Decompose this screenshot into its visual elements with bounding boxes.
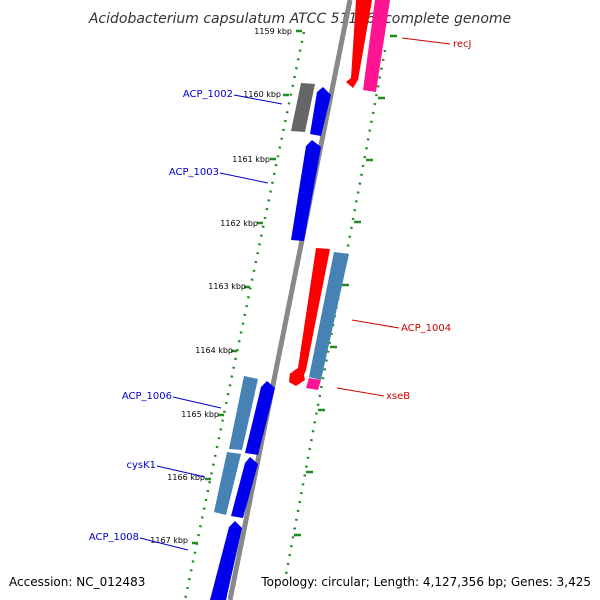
- gene-ACP_1004-box[interactable]: [309, 252, 349, 380]
- map-title: Acidobacterium capsulatum ATCC 51196, co…: [88, 11, 511, 27]
- gene-recJ-partner-arrow[interactable]: [363, 0, 390, 92]
- gene-label-cysK1[interactable]: cysK1: [126, 460, 156, 471]
- gene-label-ACP_1006[interactable]: ACP_1006: [122, 391, 172, 402]
- gene-xseB-arrow[interactable]: [289, 371, 305, 386]
- tick-label: 1162 kbp: [220, 219, 258, 228]
- tick-label: 1163 kbp: [208, 282, 246, 291]
- label-connectors: [139, 37, 451, 551]
- gene-ACP_1004-arrow[interactable]: [292, 248, 330, 380]
- tick-label: 1160 kbp: [243, 90, 281, 99]
- genome-backbone: [227, 0, 353, 600]
- tick-label: 1167 kbp: [150, 536, 188, 545]
- gene-ACP_1002-arrow[interactable]: [310, 87, 331, 136]
- genome-summary-text: Topology: circular; Length: 4,127,356 bp…: [260, 575, 591, 589]
- gene-label-xseB[interactable]: xseB: [386, 391, 410, 402]
- gene-label-recJ[interactable]: recJ: [453, 39, 472, 50]
- gene-ACP_1008-arrow[interactable]: [210, 521, 242, 600]
- tick-label: 1159 kbp: [254, 27, 292, 36]
- gene-recJ-arrow[interactable]: [346, 0, 372, 88]
- gene-ACP_1006-box[interactable]: [229, 376, 258, 450]
- gene-ACP_1006-arrow[interactable]: [245, 381, 275, 455]
- tick-label: 1165 kbp: [181, 410, 219, 419]
- gene-label-ACP_1002[interactable]: ACP_1002: [183, 89, 233, 100]
- forward-features: [210, 83, 331, 600]
- gene-labels: recJ ACP_1002 ACP_1003 ACP_1004 xseB ACP…: [89, 39, 472, 543]
- tick-labels: 1159 kbp 1160 kbp 1161 kbp 1162 kbp 1163…: [150, 27, 292, 545]
- outer-ticks: [294, 34, 397, 537]
- accession-text: Accession: NC_012483: [9, 575, 145, 589]
- gene-label-ACP_1008[interactable]: ACP_1008: [89, 532, 139, 543]
- inner-ticks: [192, 29, 302, 545]
- tick-label: 1161 kbp: [232, 155, 270, 164]
- gene-label-ACP_1003[interactable]: ACP_1003: [169, 167, 219, 178]
- gene-cysK1-arrow[interactable]: [231, 457, 258, 518]
- tick-label: 1164 kbp: [195, 346, 233, 355]
- gene-label-ACP_1004[interactable]: ACP_1004: [401, 323, 451, 334]
- gene-ACP_1002-box[interactable]: [291, 83, 315, 132]
- reverse-features: [289, 0, 390, 390]
- tick-label: 1166 kbp: [167, 473, 205, 482]
- gene-ACP_1003-arrow[interactable]: [291, 140, 321, 241]
- gene-cysK1-box[interactable]: [214, 452, 241, 515]
- gene-xseB-box[interactable]: [306, 378, 321, 390]
